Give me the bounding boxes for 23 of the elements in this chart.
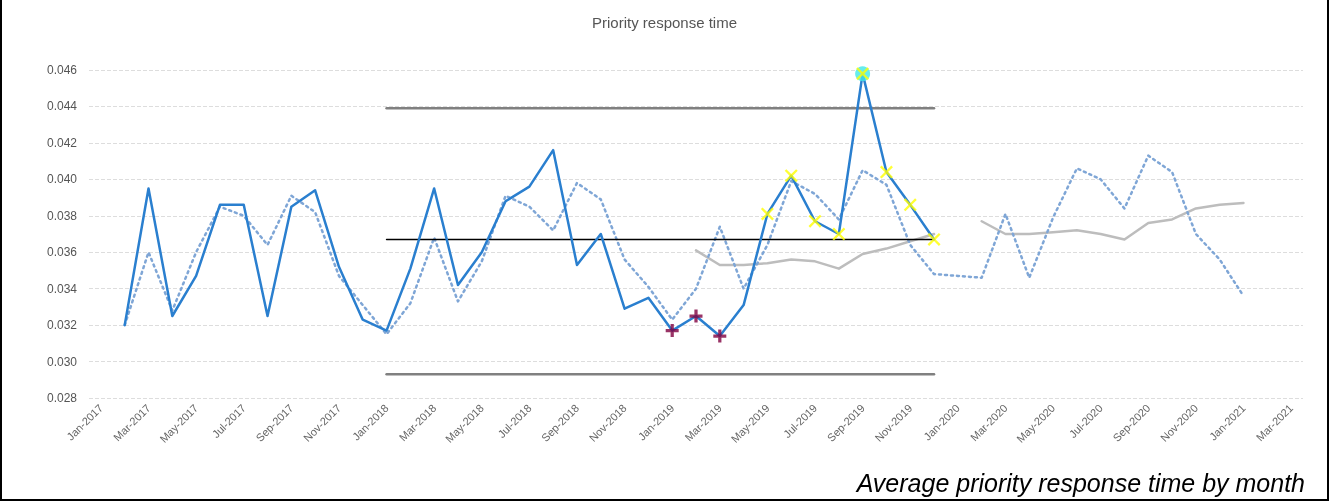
point	[665, 324, 679, 338]
point	[760, 207, 774, 221]
point	[832, 227, 846, 241]
y-tick-label: 0.028	[46, 391, 78, 405]
y-tick-label: 0.032	[46, 318, 78, 333]
y-tick-label: 0.038	[46, 208, 78, 223]
point	[903, 198, 917, 212]
point	[713, 329, 727, 343]
point	[689, 309, 703, 323]
y-tick-label: 0.030	[46, 354, 78, 369]
y-tick-label: 0.034	[46, 281, 78, 296]
point	[927, 232, 941, 246]
y-tick-label: 0.044	[46, 99, 78, 114]
chart-title: Priority response time	[591, 14, 738, 31]
text: Average priority response time by month	[854, 468, 1306, 497]
y-tick-label: 0.042	[46, 135, 78, 150]
y-tick-label: 0.036	[46, 245, 78, 260]
line-series	[123, 154, 1245, 336]
y-tick-label: 0.040	[46, 172, 78, 187]
point	[808, 214, 822, 228]
y-tick-label: 0.046	[46, 63, 78, 77]
point	[784, 169, 798, 183]
point	[879, 165, 893, 179]
